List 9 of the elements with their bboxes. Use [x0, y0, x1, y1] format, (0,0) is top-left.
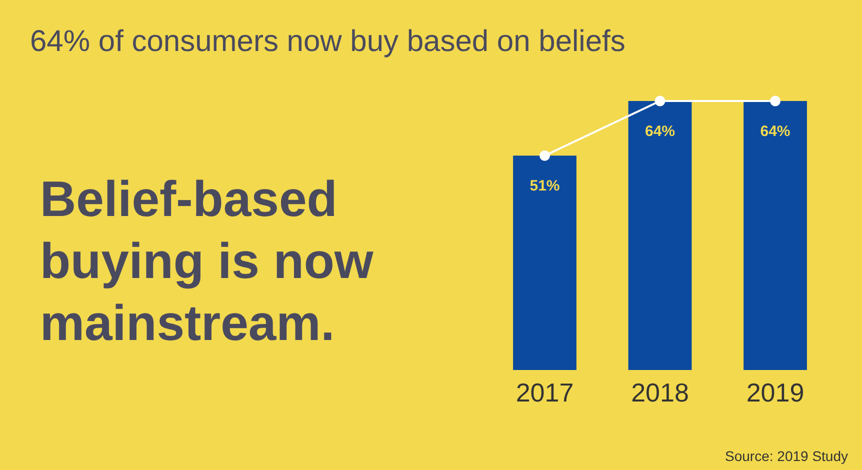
source-note: Source: 2019 Study — [725, 448, 848, 464]
x-tick-label: 2018 — [631, 378, 689, 408]
text: Belief-based buying is now mainstream. — [40, 171, 374, 351]
x-tick-label: 2019 — [746, 378, 804, 408]
data-label: 64% — [644, 123, 676, 140]
chart-title: 64% of consumers now buy based on beliefs — [30, 25, 626, 58]
data-label: 51% — [530, 178, 560, 195]
x-tick-label: 2017 — [516, 378, 574, 408]
data-label: 64% — [760, 123, 790, 140]
